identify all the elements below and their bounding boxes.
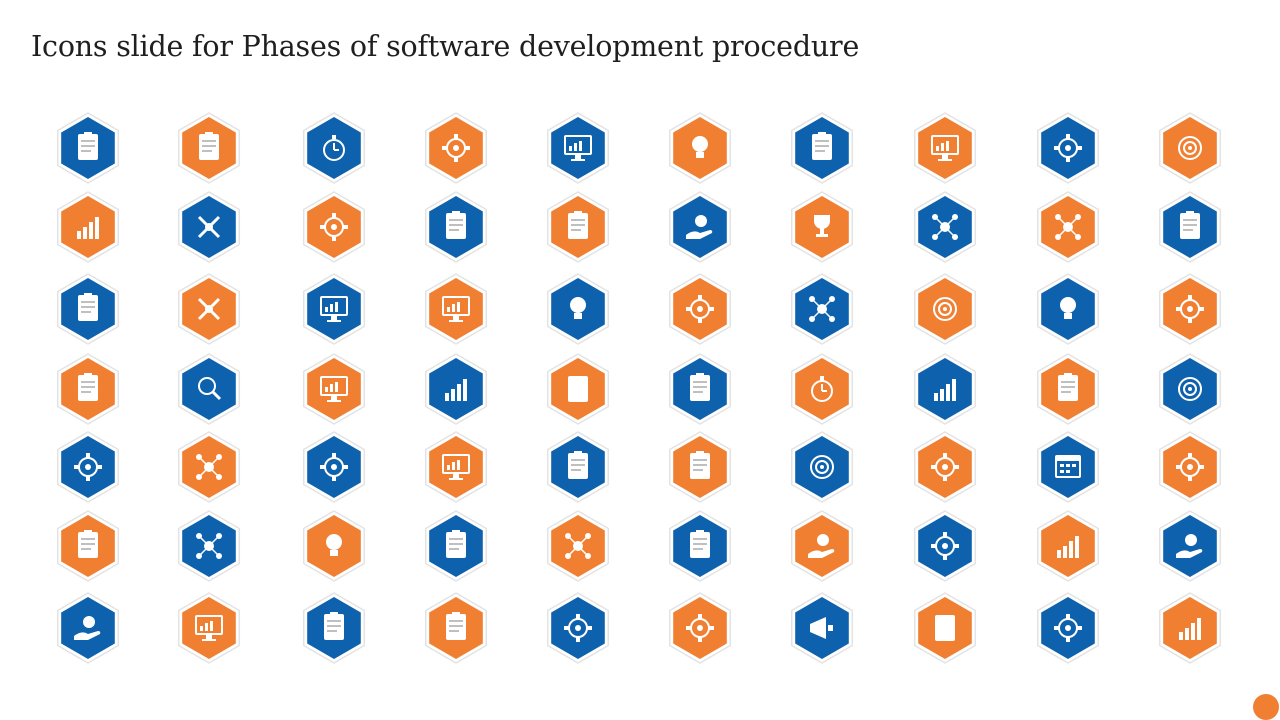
document-flowchart-icon: [1158, 191, 1222, 263]
brain-bulb-icon: [546, 273, 610, 345]
settings-document-icon: [177, 112, 241, 184]
gear-refresh-icon: [668, 592, 732, 664]
target-cycle-icon: [1158, 353, 1222, 425]
bar-growth-icon: [424, 353, 488, 425]
gear-arrows-icon: [913, 431, 977, 503]
robotic-arm-icon: [177, 273, 241, 345]
crossed-tools-icon: [177, 191, 241, 263]
presentation-search-icon: [302, 273, 366, 345]
browser-chart-icon: [424, 273, 488, 345]
clipboard-flowchart-icon: [790, 112, 854, 184]
head-bulb-icon: [1036, 273, 1100, 345]
document-warning-icon: [1036, 353, 1100, 425]
team-connection-icon: [790, 273, 854, 345]
monitor-analytics-icon: [177, 592, 241, 664]
gears-cycle-icon: [1036, 112, 1100, 184]
checklist-pen-icon: [302, 592, 366, 664]
target-arrows-icon: [790, 431, 854, 503]
page-indicator-dot: [1253, 694, 1279, 720]
idea-podium-icon: [668, 112, 732, 184]
browser-window-icon: [302, 353, 366, 425]
gear-bulb-icon: [913, 510, 977, 582]
checklist-star-icon: [424, 191, 488, 263]
monitor-globe-icon: [913, 112, 977, 184]
pyramid-document-icon: [424, 510, 488, 582]
checklist-warning-icon: [668, 353, 732, 425]
hand-user-icon: [790, 510, 854, 582]
network-hub-icon: [913, 191, 977, 263]
checklist-user-icon: [546, 191, 610, 263]
code-gears-icon: [1158, 273, 1222, 345]
monitor-chart-icon: [424, 431, 488, 503]
search-user-icon: [177, 353, 241, 425]
flowchart-money-icon: [1158, 592, 1222, 664]
clipboard-pyramid-icon: [56, 112, 120, 184]
document-pen-icon: [424, 592, 488, 664]
presentation-analysis-icon: [546, 112, 610, 184]
calculator-report-icon: [913, 592, 977, 664]
stopwatch-icon: [302, 112, 366, 184]
search-chart-icon: [1036, 510, 1100, 582]
handshake-document-icon: [56, 273, 120, 345]
clipboard-gear-icon: [546, 592, 610, 664]
search-chart-icon: [56, 191, 120, 263]
hand-money-gear-icon: [302, 431, 366, 503]
global-team-icon: [177, 431, 241, 503]
megaphone-icon: [790, 592, 854, 664]
hand-idea-icon: [668, 191, 732, 263]
checklist-user-icon: [668, 510, 732, 582]
gear-network-icon: [668, 273, 732, 345]
calculator-report-icon: [546, 353, 610, 425]
clipboard-pyramid-icon: [668, 431, 732, 503]
global-cycle-icon: [177, 510, 241, 582]
gear-user-icon: [424, 112, 488, 184]
target-arrows-icon: [913, 273, 977, 345]
network-nodes-icon: [546, 510, 610, 582]
book-bulb-icon: [302, 510, 366, 582]
team-network-icon: [1036, 191, 1100, 263]
hands-diamond-icon: [56, 592, 120, 664]
conveyor-gear-icon: [56, 431, 120, 503]
hand-money-icon: [1158, 510, 1222, 582]
slide-title: Icons slide for Phases of software devel…: [31, 30, 860, 63]
calendar-grid-icon: [1036, 431, 1100, 503]
clipboard-search-icon: [546, 431, 610, 503]
chart-search-icon: [913, 353, 977, 425]
profile-document-icon: [56, 353, 120, 425]
gear-user-icon: [1036, 592, 1100, 664]
fast-stopwatch-icon: [790, 353, 854, 425]
gear-check-icon: [302, 191, 366, 263]
code-gears-icon: [1158, 431, 1222, 503]
target-cycle-icon: [1158, 112, 1222, 184]
trophy-icon: [790, 191, 854, 263]
checklist-warning-icon: [56, 510, 120, 582]
